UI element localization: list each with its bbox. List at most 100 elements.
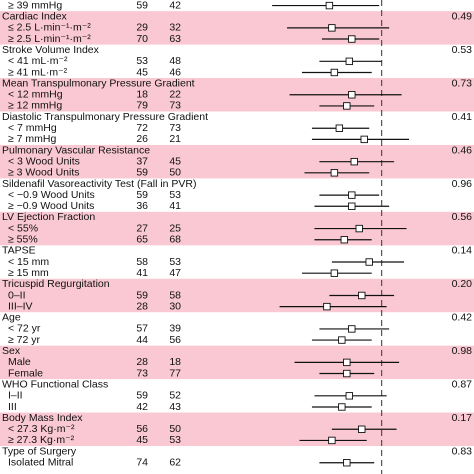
subgroup-label: I–II [8, 390, 23, 402]
point-estimate [338, 336, 346, 344]
count-control: 52 [169, 390, 181, 402]
count-treatment: 73 [136, 367, 148, 379]
subgroup-label: ≥ 12 mmHg [8, 100, 62, 112]
p-value: 0.87 [452, 378, 473, 390]
count-treatment: 41 [136, 267, 148, 279]
point-estimate [323, 302, 331, 311]
point-estimate [338, 403, 346, 411]
point-estimate [330, 269, 339, 277]
count-treatment: 59 [136, 167, 148, 179]
group-header: Stroke Volume Index [2, 44, 100, 56]
point-estimate [325, 1, 334, 10]
p-value: 0.53 [452, 44, 473, 56]
count-control: 22 [169, 89, 181, 101]
count-treatment: 65 [136, 234, 148, 246]
group-header: Pulmonary Vascular Resistance [2, 144, 150, 156]
group-header: Age [2, 312, 21, 324]
subgroup-label: Isolated Mitral [8, 457, 73, 469]
point-estimate [343, 369, 351, 378]
subgroup-label: ≥ 27.3 Kg·m⁻² [8, 434, 75, 446]
point-estimate [355, 224, 363, 233]
count-treatment: 28 [136, 356, 148, 368]
count-treatment: 72 [136, 122, 148, 134]
count-control: 73 [169, 100, 181, 112]
subgroup-label: ≥ −0.9 Wood Units [8, 200, 94, 212]
count-treatment: 79 [136, 100, 148, 112]
point-estimate [348, 191, 356, 199]
subgroup-label: ≥ 41 mL·m⁻² [8, 66, 68, 78]
point-estimate [343, 358, 351, 367]
count-control: 18 [169, 356, 181, 368]
subgroup-label: III [8, 401, 17, 413]
count-control: 30 [169, 300, 181, 312]
count-treatment: 29 [136, 22, 148, 34]
group-header: Mean Transpulmonary Pressure Gradient [2, 77, 195, 89]
count-control: 53 [169, 256, 181, 268]
point-estimate [348, 91, 356, 99]
point-estimate [340, 236, 349, 244]
count-control: 47 [169, 267, 181, 279]
count-treatment: 28 [136, 300, 148, 312]
p-value: 0.96 [452, 178, 473, 190]
count-treatment: 37 [136, 155, 148, 167]
p-value: 0.73 [452, 77, 473, 89]
p-value: 0.20 [452, 278, 473, 290]
subgroup-label: ≥ 2.5 L·min⁻¹·m⁻² [8, 33, 91, 45]
p-value: 0.49 [452, 11, 473, 23]
subgroup-label: Male [8, 356, 31, 368]
point-estimate [348, 325, 356, 333]
group-header: Body Mass Index [2, 412, 83, 424]
subgroup-label: < 55% [8, 222, 38, 234]
count-control: 41 [169, 200, 181, 212]
point-estimate [328, 24, 336, 32]
group-header: WHO Functional Class [2, 378, 108, 390]
count-control: 25 [169, 222, 181, 234]
group-header: Sex [2, 345, 21, 357]
group-band [0, 144, 474, 179]
subgroup-label: < 27.3 Kg·m⁻² [8, 423, 75, 435]
group-header: LV Ejection Fraction [2, 211, 95, 223]
group-band [0, 345, 474, 380]
point-estimate [358, 291, 366, 300]
count-treatment: 42 [136, 401, 148, 413]
group-band [0, 278, 474, 313]
count-treatment: 36 [136, 200, 148, 212]
group-header: Type of Surgery [2, 445, 77, 457]
point-estimate [365, 258, 373, 266]
subgroup-label: ≥ 15 mm [8, 267, 49, 279]
count-treatment: 58 [136, 256, 148, 268]
group-band [0, 11, 474, 45]
count-treatment: 59 [136, 390, 148, 402]
p-value: 0.17 [452, 412, 473, 424]
count-treatment: 56 [136, 423, 148, 435]
point-estimate [345, 392, 353, 400]
count-control: 53 [169, 434, 181, 446]
count-control: 43 [169, 401, 181, 413]
subgroup-label: Female [8, 367, 43, 379]
subgroup-label: < 72 yr [8, 323, 41, 335]
subgroup-label: 0–II [8, 289, 26, 301]
p-value: 0.42 [452, 312, 473, 324]
count-control: 50 [169, 423, 181, 435]
count-treatment: 26 [136, 133, 148, 145]
subgroup-label: ≥ 39 mmHg [8, 0, 62, 11]
p-value: 0.46 [452, 144, 473, 156]
subgroup-label: < 3 Wood Units [8, 155, 80, 167]
point-estimate [335, 124, 344, 132]
point-estimate [350, 157, 358, 166]
count-control: 50 [169, 167, 181, 179]
subgroup-label: III–IV [8, 300, 33, 312]
count-treatment: 53 [136, 55, 148, 67]
point-estimate [345, 57, 353, 66]
p-value: 0.98 [452, 345, 473, 357]
count-control: 53 [169, 189, 181, 201]
count-treatment: 74 [136, 457, 148, 469]
p-value: 0.56 [452, 211, 473, 223]
point-estimate [348, 35, 356, 43]
subgroup-label: < −0.9 Wood Units [8, 189, 95, 201]
group-header: TAPSE [2, 245, 36, 257]
count-control: 21 [169, 133, 181, 145]
count-control: 63 [169, 33, 181, 45]
